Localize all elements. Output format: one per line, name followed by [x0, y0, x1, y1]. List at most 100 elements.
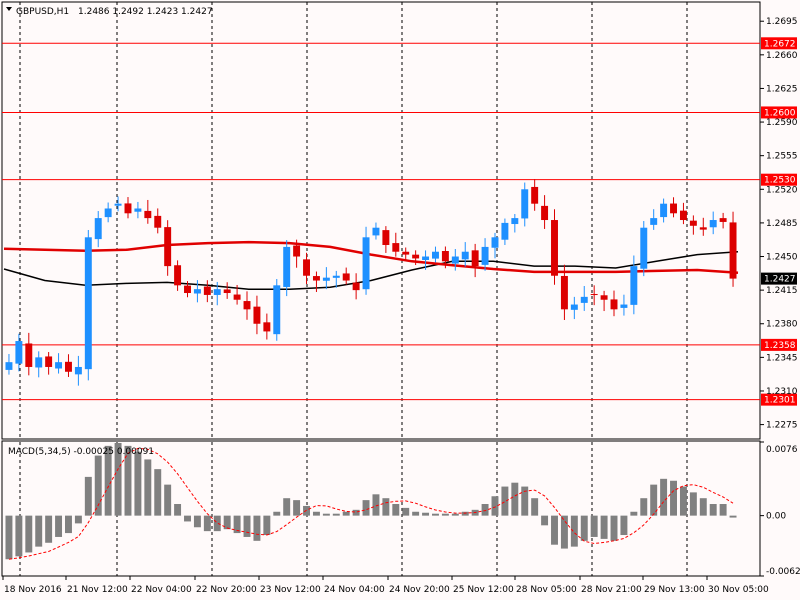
macd-bar — [650, 484, 658, 516]
candle-body — [45, 356, 53, 367]
time-axis: 18 Nov 2016 21 Nov 12:00 22 Nov 04:00 22 No… — [2, 576, 769, 595]
level-price-label: 1.2530 — [764, 176, 796, 186]
macd-bar — [402, 507, 410, 516]
macd-bar — [560, 515, 568, 549]
candle-body — [679, 210, 687, 221]
candle-body — [25, 343, 33, 367]
candle-body — [293, 245, 301, 257]
macd-bar — [283, 498, 291, 516]
macd-bar — [154, 469, 162, 516]
macd-bar — [580, 515, 588, 541]
macd-bar — [223, 515, 231, 530]
macd-bar — [689, 492, 697, 516]
x-tick-label: 29 Nov 13:00 — [644, 585, 705, 595]
candle-body — [382, 230, 390, 245]
candle-body — [352, 282, 360, 291]
macd-bar — [45, 515, 53, 543]
candle-body — [65, 361, 72, 372]
macd-label: MACD(5,34,5) -0.00025 0.00091 — [8, 447, 154, 457]
candle-body — [5, 362, 13, 370]
candle-body — [213, 289, 221, 295]
candle-body — [154, 215, 162, 228]
macd-bar — [392, 504, 400, 516]
candle-body — [55, 362, 63, 369]
macd-bar — [65, 515, 72, 534]
candle-body — [709, 220, 717, 228]
macd-bar — [412, 511, 420, 516]
x-tick-label: 30 Nov 05:00 — [708, 585, 769, 595]
macd-bar — [144, 459, 152, 516]
candle-body — [432, 251, 439, 259]
macd-bar — [660, 478, 668, 516]
price-axis: 1.2672 1.2600 1.2530 1.2358 1.2301 1.2695 1.26… — [760, 17, 800, 577]
y-tick-label: 1.2310 — [766, 387, 798, 397]
macd-bar — [610, 515, 618, 541]
macd-bar — [84, 476, 92, 516]
macd-bar — [213, 515, 221, 532]
candle-body — [184, 285, 191, 294]
y-tick-label: 1.2695 — [766, 17, 798, 27]
macd-bar — [432, 513, 439, 516]
ohlc-label: 1.2486 1.2492 1.2423 1.2427 — [78, 7, 213, 17]
macd-bar — [322, 513, 330, 516]
macd-bar — [164, 484, 172, 516]
macd-bar — [729, 515, 737, 518]
candle-body — [521, 189, 529, 219]
price-pane-frame — [1, 1, 761, 440]
macd-bar — [382, 498, 390, 516]
candle-body — [451, 256, 459, 264]
macd-bar — [342, 511, 350, 516]
y-tick-label: 1.2555 — [766, 152, 798, 162]
candle-body — [15, 341, 23, 364]
candle-body — [372, 227, 380, 236]
macd-bar — [263, 515, 271, 536]
macd-bar — [114, 442, 122, 516]
macd-indicator — [5, 442, 737, 560]
level-price-label: 1.2301 — [764, 396, 796, 406]
candle-body — [670, 203, 677, 214]
candle-body — [114, 203, 122, 206]
candle-body — [441, 250, 449, 262]
candle-body — [699, 227, 707, 230]
candle-body — [174, 265, 182, 286]
candle-body — [84, 237, 92, 370]
candle-body — [511, 218, 519, 225]
candle-body — [491, 237, 499, 248]
level-price-label: 1.2358 — [764, 341, 796, 351]
candle-body — [590, 294, 598, 296]
candle-body — [580, 296, 588, 303]
candle-body — [461, 251, 469, 260]
dropdown-triangle-icon[interactable] — [6, 7, 12, 11]
candle-body — [164, 227, 172, 267]
level-price-tag — [761, 338, 797, 351]
candle-body — [74, 366, 82, 375]
level-price-label: 1.2600 — [764, 108, 796, 118]
candle-body — [332, 275, 340, 278]
macd-bar — [332, 513, 340, 516]
y-tick-label: 1.2590 — [766, 118, 798, 128]
x-tick-label: 18 Nov 2016 — [4, 585, 62, 595]
candle-body — [203, 286, 211, 295]
candle-body — [630, 266, 638, 305]
candle-body — [422, 256, 430, 260]
current-price-tag — [761, 272, 797, 285]
x-tick-label: 22 Nov 20:00 — [196, 585, 257, 595]
macd-bar — [193, 515, 201, 528]
macd-bar — [620, 515, 628, 536]
moving-averages — [3, 240, 739, 290]
chart-header: GBPUSD,H1 1.2486 1.2492 1.2423 1.2427 — [6, 7, 213, 17]
macd-bar — [243, 515, 251, 537]
symbol-label: GBPUSD,H1 — [16, 7, 69, 17]
macd-bar — [699, 498, 707, 516]
level-price-label: 1.2672 — [764, 39, 796, 49]
candle-body — [253, 306, 261, 324]
level-price-tag — [761, 393, 797, 406]
y-tick-label: 1.2660 — [766, 51, 798, 61]
candle-body — [303, 259, 310, 276]
macd-bar — [293, 500, 301, 516]
candle-body — [471, 250, 479, 267]
macd-bar — [422, 512, 430, 516]
macd-bar — [74, 515, 82, 524]
macd-y-tick-label: 0.0076 — [766, 445, 798, 455]
